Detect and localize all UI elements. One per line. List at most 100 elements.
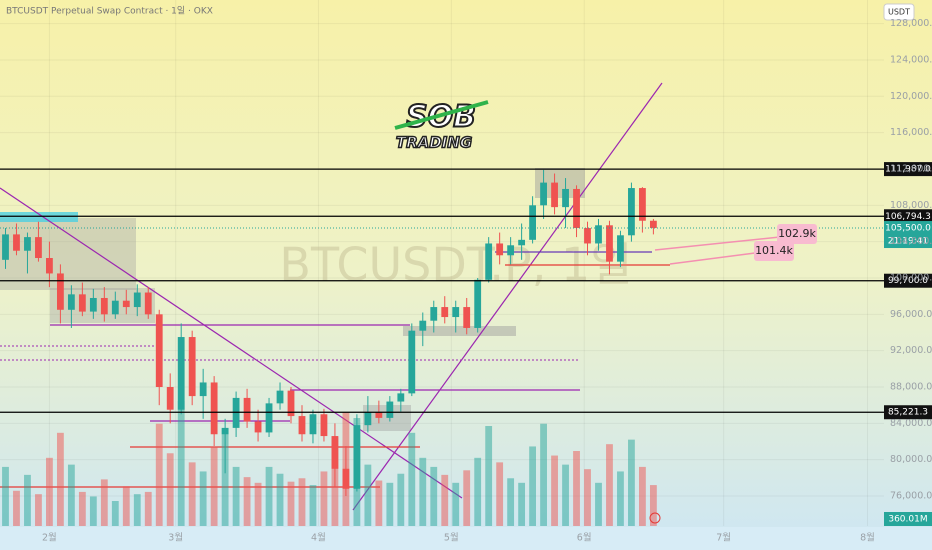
- x-tick-label: 5월: [444, 532, 459, 544]
- candle-body: [408, 330, 416, 394]
- volume-bar: [320, 471, 328, 526]
- candle-body: [78, 294, 86, 312]
- volume-bar: [89, 496, 97, 526]
- volume-bar: [13, 490, 20, 526]
- y-tick-label: 108,000.0: [890, 200, 932, 211]
- candle-body: [89, 297, 97, 312]
- volume-bar: [649, 485, 657, 526]
- x-tick-label: 3월: [168, 532, 183, 544]
- y-tick-label: 80,000.0: [890, 454, 932, 465]
- candle-body: [155, 314, 163, 388]
- annotation-box: [754, 241, 794, 261]
- countdown: 21:19:41: [888, 237, 928, 247]
- volume-bar: [573, 451, 580, 526]
- volume-bar: [144, 491, 152, 526]
- volume-bar: [46, 457, 53, 526]
- level-label: 99,700.0: [888, 276, 928, 286]
- volume-bar: [265, 466, 273, 526]
- volume-bar: [298, 478, 306, 526]
- volume-bar: [24, 474, 31, 526]
- volume-bar: [35, 494, 42, 526]
- y-tick-label: 116,000.0: [890, 127, 932, 138]
- candle-body: [100, 297, 108, 315]
- volume-bar: [463, 470, 471, 526]
- logo-arrow: [394, 100, 489, 130]
- candle-body: [386, 401, 394, 418]
- candle-body: [133, 292, 141, 308]
- y-tick-label: 92,000.0: [890, 345, 932, 356]
- annotation: 101.4k: [755, 244, 793, 257]
- y-tick-label: 124,000.0: [890, 54, 932, 65]
- candle-body: [13, 234, 20, 251]
- volume-bar: [639, 466, 646, 526]
- candle-body: [67, 294, 75, 310]
- volume-bar: [243, 477, 251, 526]
- alert-icon[interactable]: [649, 512, 661, 524]
- candle-body: [617, 235, 624, 262]
- level-tag: [884, 405, 932, 420]
- volume-bar: [111, 501, 119, 526]
- level-tag: [884, 273, 932, 288]
- level-label: 85,221.3: [888, 408, 928, 418]
- candle-body: [353, 425, 361, 489]
- x-tick-label: 7월: [716, 532, 731, 544]
- volume-bar: [155, 423, 163, 526]
- volume-bar: [562, 464, 569, 526]
- volume-bar: [628, 439, 635, 526]
- volume-bar: [199, 471, 207, 526]
- candle-body: [452, 307, 460, 318]
- candle-body: [397, 393, 405, 402]
- candle-body: [177, 337, 185, 410]
- volume-bar: [100, 479, 108, 526]
- candle-body: [122, 300, 130, 308]
- candle-body: [474, 279, 482, 328]
- volume-bar: [78, 491, 86, 526]
- candle-body: [210, 382, 218, 435]
- volume-bar: [485, 426, 493, 526]
- volume-bar: [529, 446, 537, 526]
- volume-bar: [232, 466, 240, 526]
- candle-body: [166, 387, 174, 410]
- candle-body: [320, 414, 328, 437]
- volume-bar: [584, 469, 591, 526]
- candle-body: [496, 243, 504, 256]
- candle-body: [221, 427, 229, 435]
- candle-body: [46, 258, 53, 274]
- callout: [669, 252, 756, 265]
- candle-body: [276, 390, 284, 404]
- candle-body: [111, 300, 119, 315]
- y-tick-label: 76,000.0: [890, 491, 932, 502]
- currency-button-label[interactable]: USDT: [888, 8, 910, 17]
- volume-bar: [56, 432, 64, 526]
- zone: [403, 326, 516, 336]
- y-tick-label: 128,000.0: [890, 18, 932, 29]
- x-tick-label: 4월: [311, 532, 326, 544]
- candle-body: [56, 273, 64, 310]
- candle-body: [551, 182, 558, 208]
- volume-bar: [122, 486, 130, 526]
- logo: SOB TRADING: [394, 99, 489, 152]
- y-tick-label: 96,000.0: [890, 309, 932, 320]
- candle-body: [649, 220, 657, 229]
- trendline: [352, 82, 663, 511]
- volume-bar: [133, 494, 141, 526]
- candle-body: [199, 382, 207, 397]
- x-tick-label: 8월: [860, 532, 875, 544]
- candle-body: [606, 225, 613, 262]
- time-axis: [0, 527, 932, 550]
- candle-body: [441, 307, 449, 318]
- candle-body: [265, 403, 273, 433]
- candle-body: [188, 337, 196, 397]
- currency-button[interactable]: [883, 3, 915, 21]
- volume-bar: [221, 428, 229, 526]
- volume-bar: [364, 464, 372, 526]
- volume-bar: [254, 482, 262, 526]
- y-tick-label: 84,000.0: [890, 418, 932, 429]
- volume-bar: [474, 457, 482, 526]
- annotation-box: [777, 224, 817, 244]
- candle-body: [364, 412, 372, 426]
- volume-bar: [430, 466, 438, 526]
- candle-body: [419, 320, 427, 331]
- candle-body: [2, 234, 9, 260]
- candle-body: [243, 397, 251, 422]
